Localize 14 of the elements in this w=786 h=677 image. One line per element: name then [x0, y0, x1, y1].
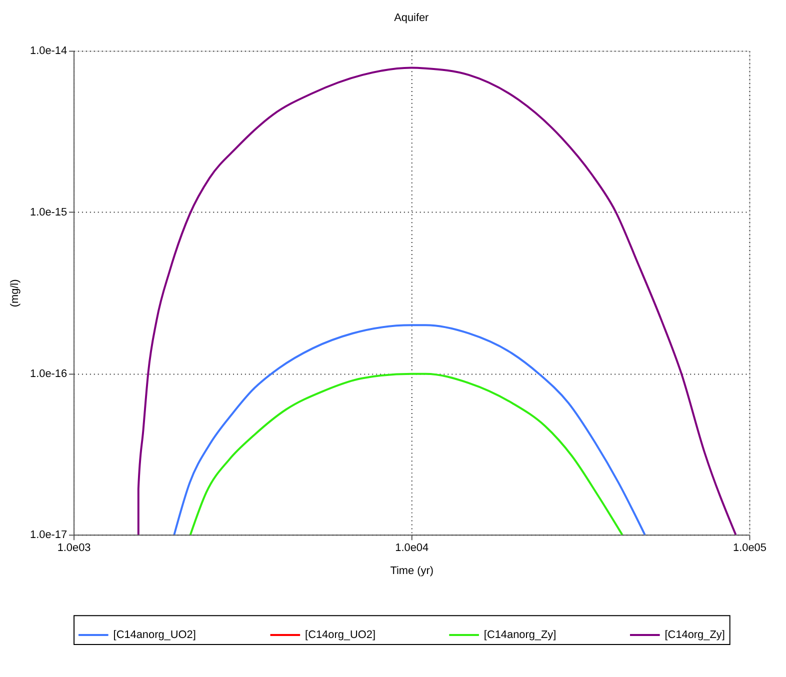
legend-label: [C14org_UO2] — [305, 629, 376, 642]
x-tick-label: 1.0e05 — [733, 542, 766, 554]
x-tick-label: 1.0e04 — [395, 542, 429, 554]
legend-label: [C14anorg_UO2] — [113, 629, 196, 642]
x-axis-title: Time (yr) — [390, 564, 434, 577]
chart-title: Aquifer — [394, 12, 430, 24]
y-tick-label: 1.0e-15 — [30, 206, 68, 219]
legend-label: [C14org_Zy] — [664, 629, 725, 642]
x-tick-label: 1.0e03 — [57, 542, 91, 554]
y-tick-label: 1.0e-16 — [30, 368, 68, 380]
y-tick-label: 1.0e-17 — [30, 529, 68, 542]
y-tick-label: 1.0e-14 — [30, 45, 68, 58]
legend-label: [C14anorg_Zy] — [484, 629, 556, 642]
y-axis-title: (mg/l) — [9, 279, 22, 308]
